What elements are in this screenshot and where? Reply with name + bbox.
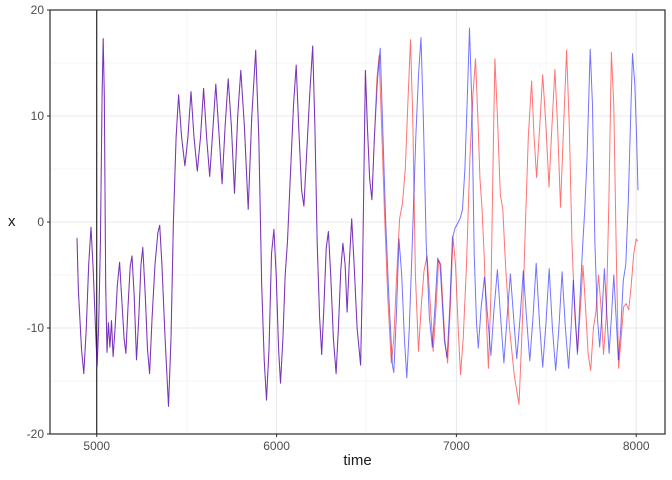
y-tick-label: -10 [27, 321, 45, 335]
y-tick-label: 10 [31, 109, 45, 123]
x-tick-label: 8000 [623, 439, 650, 453]
y-axis-title: x [8, 213, 16, 230]
y-tick-label: 0 [37, 215, 44, 229]
series-line-blue [76, 27, 639, 407]
x-tick-label: 6000 [263, 439, 290, 453]
x-tick-label: 5000 [83, 439, 110, 453]
x-axis-title: time [343, 452, 372, 469]
x-tick-label: 7000 [443, 439, 470, 453]
y-tick-label: -20 [27, 427, 45, 441]
y-tick-label: 20 [31, 3, 45, 17]
